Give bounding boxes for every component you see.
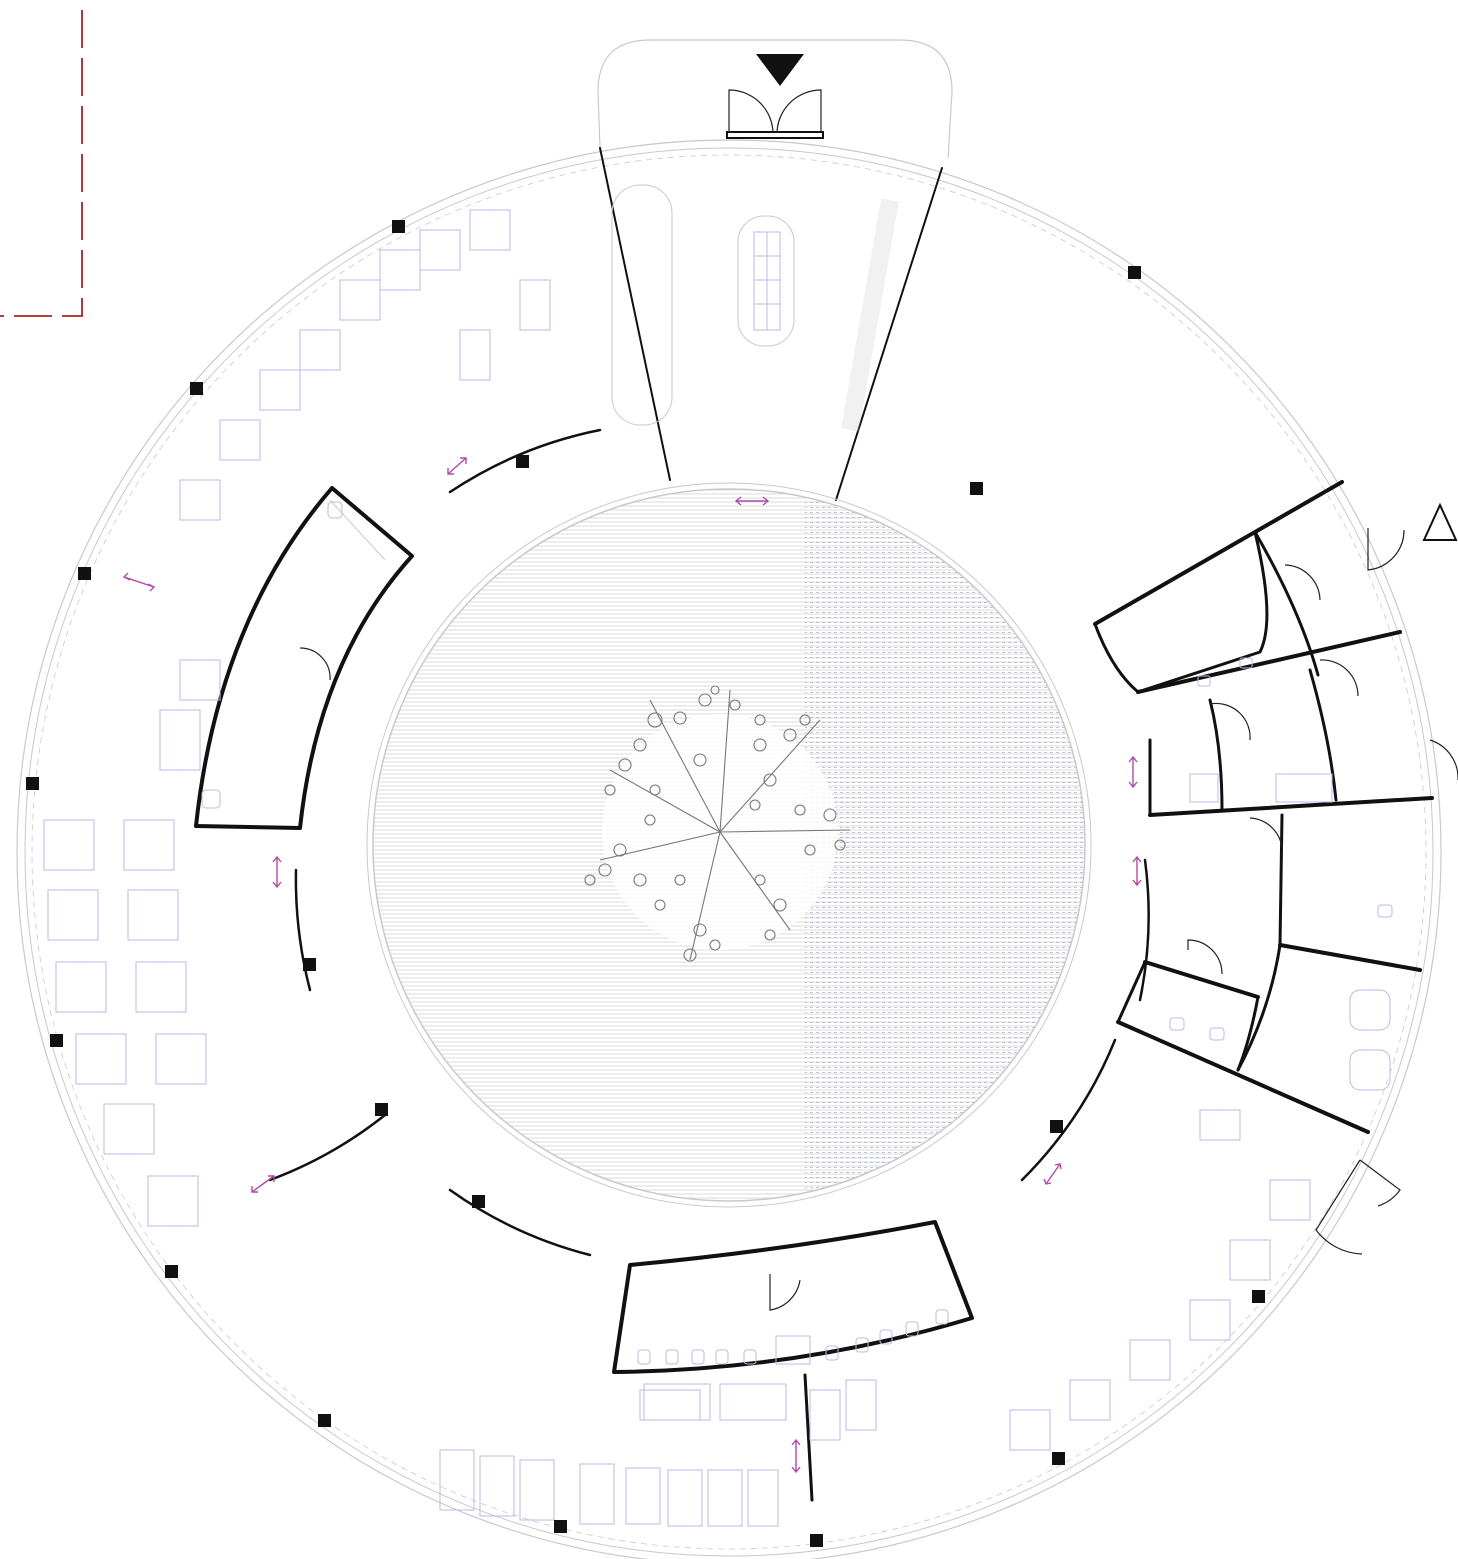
pillar (970, 482, 983, 495)
double-arrow-icon (1128, 755, 1138, 789)
pillar (303, 958, 316, 971)
pillar (392, 220, 405, 233)
pillar (472, 1195, 485, 1208)
entrance-vestibule (597, 39, 953, 501)
pillar (516, 455, 529, 468)
pillar (78, 567, 91, 580)
double-arrow-icon (1132, 855, 1142, 887)
south-service-block (612, 1220, 974, 1502)
double-arrow-icon (1043, 1163, 1062, 1185)
pillar (50, 1034, 63, 1047)
pillar (1052, 1452, 1065, 1465)
double-arrow-icon (272, 855, 282, 889)
east-rooms (1093, 480, 1458, 1255)
double-arrow-icon (122, 572, 156, 592)
property-line (0, 10, 83, 317)
pillar (318, 1414, 331, 1427)
double-arrow-icon (734, 496, 770, 506)
pillar (375, 1103, 388, 1116)
double-arrow-icon (791, 1438, 801, 1474)
northwest-service-block (194, 486, 414, 830)
pillar (1252, 1290, 1265, 1303)
pillar (165, 1265, 178, 1278)
pillar (26, 777, 39, 790)
filled-triangle-down-icon (756, 54, 804, 86)
pillar (554, 1520, 567, 1533)
pillar (1050, 1120, 1063, 1133)
bed-furniture (43, 209, 1311, 1527)
inner-corridor-wall (268, 428, 1150, 1257)
tree (584, 685, 851, 962)
structural-pillars (26, 220, 1265, 1547)
double-arrow-icon (122, 457, 1142, 1474)
pillar (1128, 266, 1141, 279)
outer-ring (16, 139, 1442, 1559)
double-arrow-icon (251, 1175, 275, 1193)
double-arrow-icon (447, 457, 467, 475)
pillar (190, 382, 203, 395)
pillar (810, 1534, 823, 1547)
outline-triangle-icon (1422, 502, 1458, 541)
